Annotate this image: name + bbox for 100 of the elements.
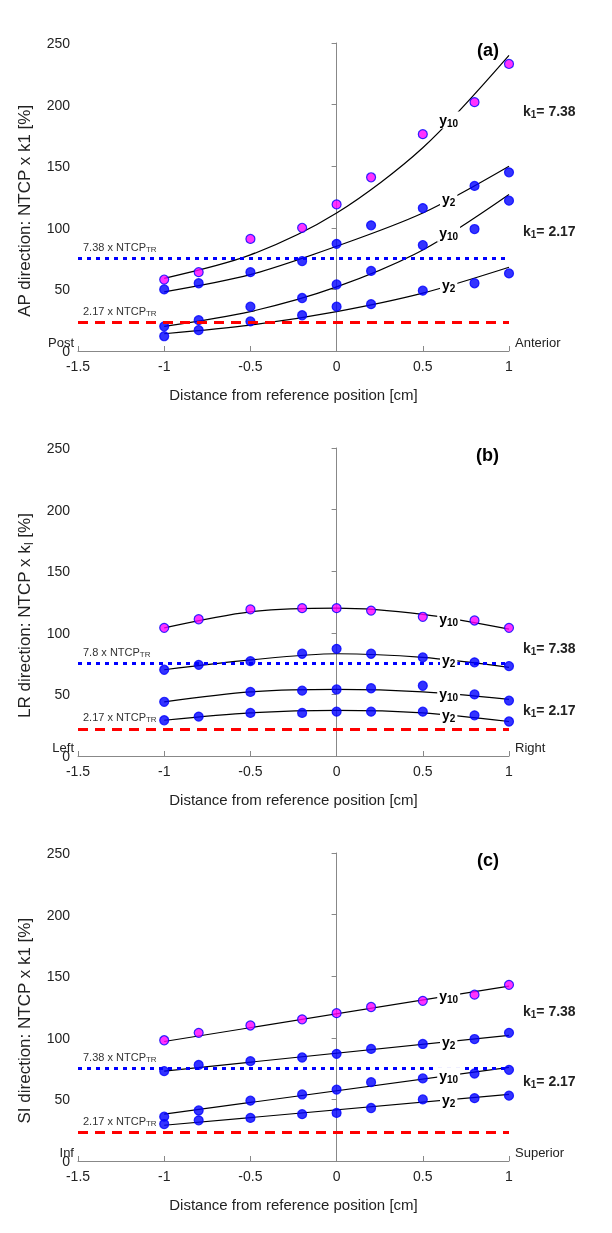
x-tick-label: -0.5 [238,1168,263,1184]
point [245,686,256,698]
y-tick-label: 200 [46,906,71,923]
point [365,648,377,659]
point [503,1027,515,1038]
point [365,706,377,717]
point [365,1001,377,1013]
point [159,1035,170,1046]
point [503,1090,515,1101]
point [331,301,342,312]
point [365,1102,377,1114]
point [469,689,480,700]
point [331,684,342,695]
y-tick-label: 150 [46,968,71,985]
x-axis-title: Distance from reference position [cm] [169,386,418,403]
point [469,1033,480,1045]
point [245,1112,256,1123]
point [417,995,428,1006]
point [503,167,515,178]
y-axis-title: AP direction: NTCP x k1 [%] [15,104,34,317]
point [331,1107,342,1119]
point [297,685,308,696]
point [503,268,515,279]
point [297,1089,308,1100]
point [503,195,515,206]
point [503,979,515,990]
point [417,680,428,691]
text: Superior [515,1145,565,1160]
point [417,285,428,296]
text: Right [515,740,546,755]
y-axis-title: SI direction: NTCP x k1 [%] [15,917,34,1124]
chart-title: (c) [477,850,500,870]
point [193,278,204,289]
point [331,1008,342,1019]
point [503,1064,515,1075]
point [503,622,515,633]
point [417,1038,428,1050]
point [159,284,170,295]
x-tick-label: 0 [332,358,341,374]
point [503,58,515,70]
x-tick-label: -1.5 [65,763,91,779]
point [469,615,480,626]
x-tick-label: -1 [157,763,171,779]
point [365,1077,377,1088]
chart-title: (a) [477,40,500,60]
point [365,1043,377,1054]
x-tick-label: 0.5 [413,1168,433,1184]
point [469,1068,480,1079]
x-tick-label: 0.5 [413,358,433,374]
point [159,622,170,633]
point [331,199,342,210]
point [245,267,256,278]
point [365,299,377,310]
point [331,706,342,717]
point [417,1073,428,1084]
point [417,239,428,251]
point [193,267,204,278]
point [417,129,428,140]
point [503,695,515,706]
point [365,265,377,277]
point [469,1093,480,1104]
point [503,660,515,672]
point [245,301,256,312]
point [159,664,170,675]
y-tick-label: 50 [54,281,71,298]
point [297,707,308,718]
point [159,1118,170,1130]
point [417,611,428,622]
y-tick-label: 200 [46,501,71,518]
y-tick-label: 200 [46,96,71,113]
point [365,172,377,183]
point [159,331,170,342]
text: Anterior [515,335,562,350]
point [331,603,342,614]
point [245,604,256,615]
point [331,238,342,249]
y-tick-label: 250 [46,35,71,51]
point [159,274,170,285]
point [297,292,308,304]
x-tick-label: -0.5 [238,763,263,779]
y-tick-label: 50 [54,1091,71,1108]
x-tick-label: -0.5 [238,358,263,374]
point [503,716,515,727]
point [297,310,308,321]
point [331,279,342,290]
chart-title: (b) [476,445,500,465]
x-tick-label: 0 [332,763,341,779]
point [365,683,377,694]
x-tick-label: 0 [332,1168,341,1184]
y-axis-title: LR direction: NTCP x kl [%] [15,513,36,718]
x-tick-label: -1 [157,358,171,374]
point [297,1052,308,1063]
point [417,652,428,663]
point [193,1115,204,1126]
point [245,707,256,718]
x-axis-title: Distance from reference position [cm] [169,1196,418,1213]
x-tick-label: 1 [505,1168,514,1184]
point [365,605,377,616]
point [297,1014,308,1025]
point [331,1084,342,1095]
